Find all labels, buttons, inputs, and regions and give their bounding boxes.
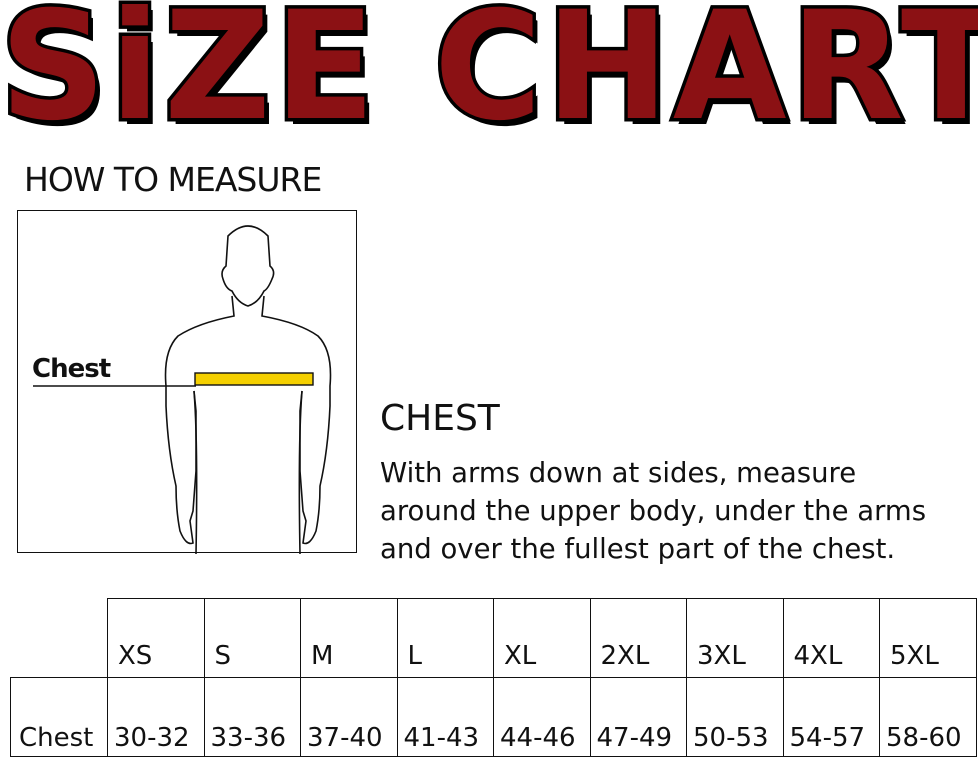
empty-corner-cell xyxy=(10,598,108,678)
size-header: 3XL xyxy=(686,598,784,678)
chest-value: 58-60 xyxy=(879,677,977,757)
instruction-line: and over the fullest part of the chest. xyxy=(380,533,896,565)
chest-value: 41-43 xyxy=(396,677,494,757)
table-row: Chest 30-32 33-36 37-40 41-43 44-46 47-4… xyxy=(10,677,977,757)
size-header: XL xyxy=(493,598,591,678)
size-header: 4XL xyxy=(782,598,880,678)
size-header: M xyxy=(300,598,398,678)
chest-value: 50-53 xyxy=(686,677,784,757)
size-header: S xyxy=(203,598,301,678)
size-header: XS xyxy=(107,598,205,678)
size-table: XS S M L XL 2XL 3XL 4XL 5XL Chest 30-32 … xyxy=(10,598,977,757)
measure-figure xyxy=(17,210,357,555)
instruction-line: around the upper body, under the arms xyxy=(380,495,927,527)
chest-value: 47-49 xyxy=(589,677,687,757)
size-header-row: XS S M L XL 2XL 3XL 4XL 5XL xyxy=(10,598,977,678)
instruction-line: With arms down at sides, measure xyxy=(380,457,857,489)
size-header: 5XL xyxy=(879,598,977,678)
chest-value: 30-32 xyxy=(107,677,205,757)
figure-chest-label: Chest xyxy=(32,354,111,384)
chest-value: 54-57 xyxy=(782,677,880,757)
measuring-tape xyxy=(194,372,314,386)
chest-heading: CHEST xyxy=(380,398,500,439)
size-header: L xyxy=(396,598,494,678)
how-to-measure-heading: HOW TO MEASURE xyxy=(24,160,322,199)
chest-value: 44-46 xyxy=(493,677,591,757)
body-outline-icon xyxy=(33,225,332,555)
size-chart-title: SiZE CHART xyxy=(0,0,978,154)
chest-instructions: With arms down at sides, measure around … xyxy=(380,454,978,568)
size-header: 2XL xyxy=(589,598,687,678)
chest-value: 33-36 xyxy=(203,677,301,757)
row-label-chest: Chest xyxy=(10,677,108,757)
chest-value: 37-40 xyxy=(300,677,398,757)
